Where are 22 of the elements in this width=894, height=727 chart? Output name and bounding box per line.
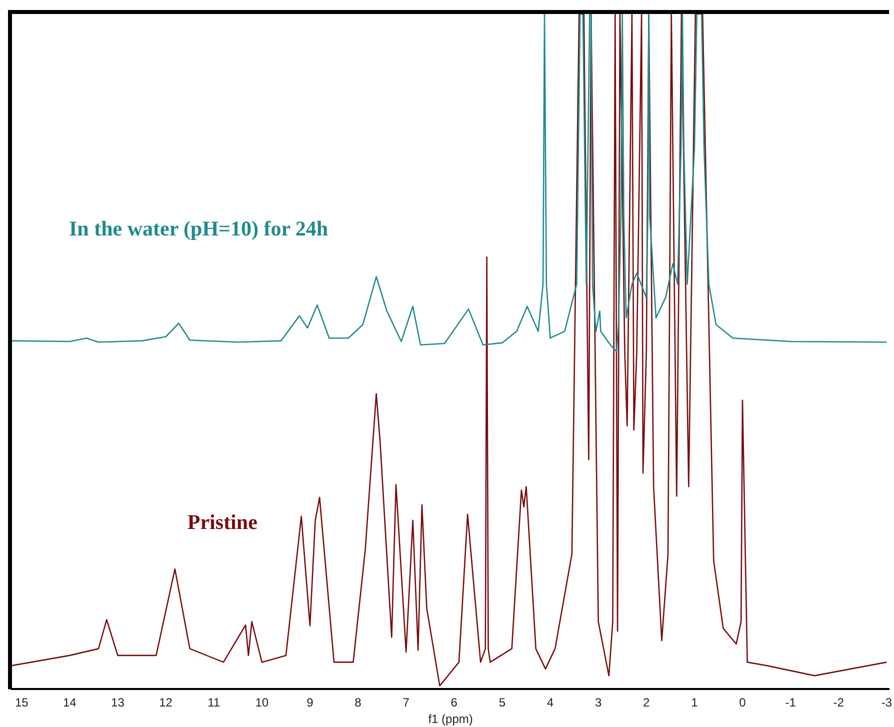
x-tick-label: 8: [354, 696, 362, 710]
x-tick-label: 5: [498, 696, 506, 710]
x-tick-label: 9: [306, 696, 314, 710]
x-tick-label: 13: [111, 696, 125, 710]
x-tick-label: 14: [62, 696, 77, 710]
x-tick-label: 12: [159, 696, 173, 710]
x-tick-label: -1: [785, 696, 796, 710]
x-tick-label: 2: [643, 696, 650, 710]
x-tick-label: -2: [833, 696, 844, 710]
x-tick-label: -3: [881, 696, 892, 710]
text: In the water (pH=10) for 24h: [69, 216, 328, 240]
x-tick-label: 0: [739, 696, 746, 710]
x-tick-label: 11: [208, 696, 220, 710]
x-tick-label: 4: [546, 696, 554, 710]
x-tick-label: 10: [255, 696, 269, 710]
x-axis-title: f1 (ppm): [428, 712, 473, 726]
x-tick-label: 7: [402, 696, 410, 710]
x-tick-label: 3: [594, 696, 602, 710]
series-label: Pristine: [187, 510, 258, 534]
x-tick-label: 1: [691, 696, 698, 710]
x-tick-label: 6: [450, 696, 458, 710]
x-tick-label: 15: [14, 696, 29, 710]
